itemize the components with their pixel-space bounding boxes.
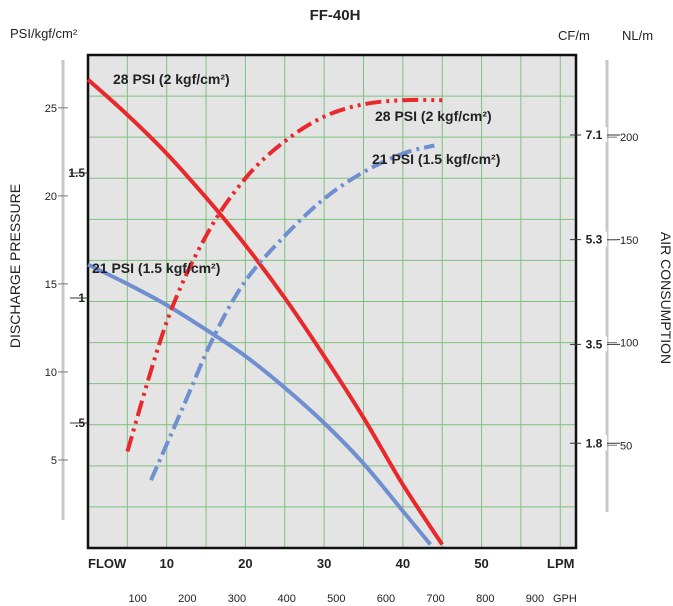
psi-tick-label: 15 — [45, 279, 57, 291]
psi-tick-label: 10 — [45, 367, 57, 379]
right-unit-label-nlm: NL/m — [622, 28, 653, 43]
cfm-tick-label-bg — [581, 435, 607, 451]
series-1-discharge-pressure-curve — [87, 262, 432, 546]
gph-tick-label: 200 — [178, 593, 196, 605]
grid-layer — [88, 55, 576, 548]
chart-title: FF-40H — [310, 7, 361, 24]
nlm-tick-label: 200 — [620, 132, 638, 144]
cfm-tick-label: 3.5 — [586, 337, 603, 351]
curves-layer — [86, 78, 444, 546]
gph-label: GPH — [553, 593, 577, 605]
flow-label: FLOW — [88, 556, 127, 571]
curve-label-red-air: 28 PSI (2 kgf/cm²) — [375, 108, 492, 124]
gph-tick-label: 500 — [327, 593, 345, 605]
x-tick-label: 30 — [317, 556, 331, 571]
x-tick-label: 50 — [474, 556, 488, 571]
x-tick-label: 20 — [238, 556, 252, 571]
curve-label-blue-pressure: 21 PSI (1.5 kgf/cm²) — [92, 260, 220, 276]
x-tick-label: 10 — [159, 556, 173, 571]
gph-tick-label: 100 — [128, 593, 146, 605]
y2-axis-title: AIR CONSUMPTION — [658, 232, 673, 364]
series-3-air-consumption-curve — [149, 143, 435, 481]
nlm-tick-label: 150 — [620, 235, 638, 247]
gph-tick-label: 400 — [277, 593, 295, 605]
cfm-tick-label-bg — [581, 231, 607, 247]
cfm-tick-label-bg — [581, 126, 607, 142]
curve-label-red-pressure: 28 PSI (2 kgf/cm²) — [113, 71, 230, 87]
left-unit-label: PSI/kgf/cm² — [10, 26, 78, 41]
gph-tick-label: 700 — [426, 593, 444, 605]
gph-tick-label: 800 — [476, 593, 494, 605]
nlm-tick-label: 100 — [620, 338, 638, 350]
right-unit-label-cfm: CF/m — [558, 28, 590, 43]
lpm-label: LPM — [547, 556, 574, 571]
curve-label-blue-air: 21 PSI (1.5 kgf/cm²) — [372, 151, 500, 167]
cfm-tick-label: 1.8 — [586, 436, 603, 450]
gph-tick-label: 600 — [377, 593, 395, 605]
cfm-tick-label: 5.3 — [586, 233, 603, 247]
series-0-discharge-pressure-curve — [86, 78, 444, 546]
cfm-tick-label: 7.1 — [586, 128, 603, 142]
psi-tick-label: 20 — [45, 191, 57, 203]
psi-tick-label: 25 — [45, 103, 57, 115]
plot-frame — [86, 53, 578, 550]
gph-tick-label: 900 — [526, 593, 544, 605]
y-axis-title: DISCHARGE PRESSURE — [7, 184, 23, 348]
nlm-tick-label: 50 — [620, 440, 632, 452]
cfm-tick-label-bg — [581, 336, 607, 352]
psi-tick-label: 5 — [51, 455, 57, 467]
x-tick-label: 40 — [396, 556, 410, 571]
ticks-layer: 10 20 30 40 50 100 200 300 400 500 600 700 800 900 5 10… — [45, 103, 639, 605]
gph-tick-label: 300 — [228, 593, 246, 605]
series-2-air-consumption-curve — [125, 97, 443, 453]
